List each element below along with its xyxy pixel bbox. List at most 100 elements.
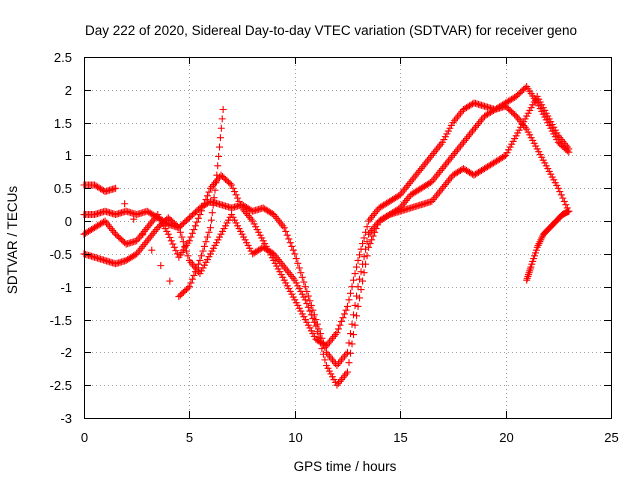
data-point [310,318,318,326]
data-point [359,277,367,285]
data-point [334,360,342,368]
data-point [292,255,300,263]
data-point [429,150,437,158]
data-point [212,179,220,187]
data-point [334,325,342,333]
data-point [197,252,205,260]
data-point [453,113,461,121]
data-point [350,276,358,284]
data-point [556,134,564,142]
data-point [525,269,533,277]
data-point [193,264,201,272]
data-point [353,263,361,271]
data-point [321,341,329,349]
data-point [228,181,236,189]
data-point [170,243,178,251]
data-point [106,223,114,231]
data-point [432,192,440,200]
data-point [356,251,364,259]
data-point [437,186,445,194]
data-point [423,157,431,165]
grid-lines [84,57,611,418]
data-point [107,225,115,233]
data-point [191,268,199,276]
data-point [145,235,153,243]
data-point [464,133,472,141]
data-point [339,374,347,382]
data-point [437,140,445,148]
data-point [340,372,348,380]
data-point [431,148,439,156]
data-point [348,320,356,328]
data-point [468,127,476,135]
x-tick-label: 20 [499,430,513,445]
data-point [526,267,534,275]
x-axis-label: GPS time / hours [294,459,397,474]
data-point [450,150,458,158]
data-point [148,246,156,254]
data-point [273,214,281,222]
data-point [179,238,187,246]
data-point [345,296,353,304]
data-point [200,242,208,250]
data-point [185,237,193,245]
data-point [140,227,148,235]
x-tick-label: 5 [186,430,193,445]
data-point [140,241,148,249]
data-point [518,120,526,128]
y-tick-label: -3 [60,411,72,426]
data-point [465,131,473,139]
data-point [563,147,571,155]
data-point [304,303,312,311]
data-point [360,269,368,277]
data-point [560,197,568,205]
data-point [359,240,367,248]
data-point [202,238,210,246]
data-point [283,267,291,275]
data-point [298,273,306,281]
data-point [366,240,374,248]
x-tick-label: 10 [288,430,302,445]
y-tick-label: 2.5 [54,50,72,65]
y-tick-label: 2 [65,83,72,98]
data-point [274,256,282,264]
data-point [208,182,216,190]
data-point [345,339,353,347]
data-point [112,184,120,192]
data-point [215,152,223,160]
data-point [309,315,317,323]
data-point [321,356,329,364]
data-point [365,243,373,251]
data-point [216,134,224,142]
data-point [372,208,380,216]
data-point [143,224,151,232]
data-point [237,201,245,209]
data-point [216,143,224,151]
y-tick-label: -2.5 [50,378,72,393]
data-point [336,358,344,366]
data-point [187,279,195,287]
data-point [246,213,254,221]
data-point [511,111,519,119]
y-tick-label: 0.5 [54,181,72,196]
data-point [280,224,288,232]
data-point [524,272,532,280]
data-point [431,174,439,182]
data-point [191,222,199,230]
data-point [196,256,204,264]
data-point [283,231,291,239]
data-point [562,201,570,209]
x-tick-label: 15 [393,430,407,445]
data-point [350,331,358,339]
data-point [368,236,376,244]
data-point [434,170,442,178]
data-point [199,203,207,211]
data-point [413,170,421,178]
data-point [172,247,180,255]
y-tick-label: -1.5 [50,313,72,328]
data-point [312,322,320,330]
data-point [432,172,440,180]
data-point [461,136,469,144]
data-point [288,242,296,250]
